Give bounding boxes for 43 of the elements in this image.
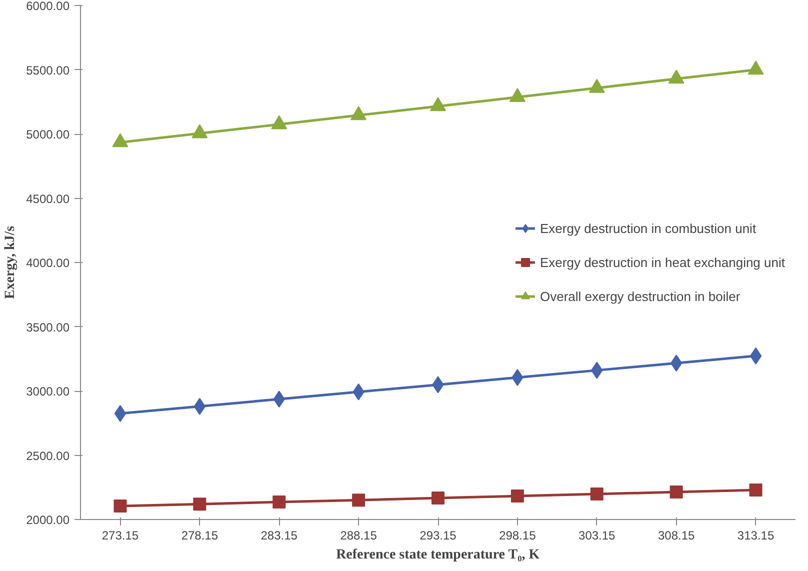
point	[271, 115, 288, 130]
legend-label: Overall exergy destruction in boiler	[540, 288, 740, 304]
point	[510, 489, 524, 502]
y-tick-label: 3500.00	[26, 320, 70, 334]
y-tick-label: 4500.00	[26, 192, 70, 206]
point	[350, 106, 367, 120]
point	[114, 404, 126, 422]
point	[668, 70, 684, 84]
point	[670, 486, 683, 498]
point	[192, 124, 208, 138]
point	[193, 498, 206, 511]
point	[748, 60, 764, 75]
y-tick-label: 5000.00	[26, 128, 70, 142]
y-tick-label: 2000.00	[26, 513, 70, 527]
point	[590, 488, 604, 501]
point	[112, 133, 128, 148]
y-tick-label: 6000.00	[26, 0, 70, 13]
x-tick-label: 298.15	[499, 528, 536, 542]
point	[432, 492, 444, 505]
x-tick-label: 313.15	[737, 528, 774, 542]
x-tick-label: 303.15	[578, 528, 616, 542]
point	[750, 347, 762, 364]
x-axis-title: Reference state temperature T₀, K	[336, 548, 540, 562]
legend-label: Exergy destruction in heat exchanging unit	[540, 254, 785, 270]
y-tick-label: 4000.00	[26, 256, 70, 270]
point	[272, 496, 286, 509]
x-tick-label: 278.15	[181, 528, 218, 542]
point	[352, 494, 366, 507]
x-tick-label: 288.15	[340, 528, 378, 542]
point	[588, 78, 605, 93]
x-tick-label: 308.15	[658, 528, 696, 542]
point	[430, 97, 446, 112]
point	[114, 500, 127, 513]
x-tick-label: 273.15	[102, 528, 139, 542]
x-tick-label: 283.15	[260, 528, 298, 542]
x-tick-label: 293.15	[420, 528, 457, 542]
y-tick-label: 3000.00	[26, 384, 70, 398]
legend-label: Exergy destruction in combustion unit	[540, 220, 756, 236]
y-tick-label: 5500.00	[26, 63, 70, 78]
y-tick-label: 2500.00	[26, 448, 70, 463]
y-axis-title: Exergy, kJ/s	[3, 225, 18, 300]
point	[509, 88, 526, 102]
point	[749, 483, 762, 496]
